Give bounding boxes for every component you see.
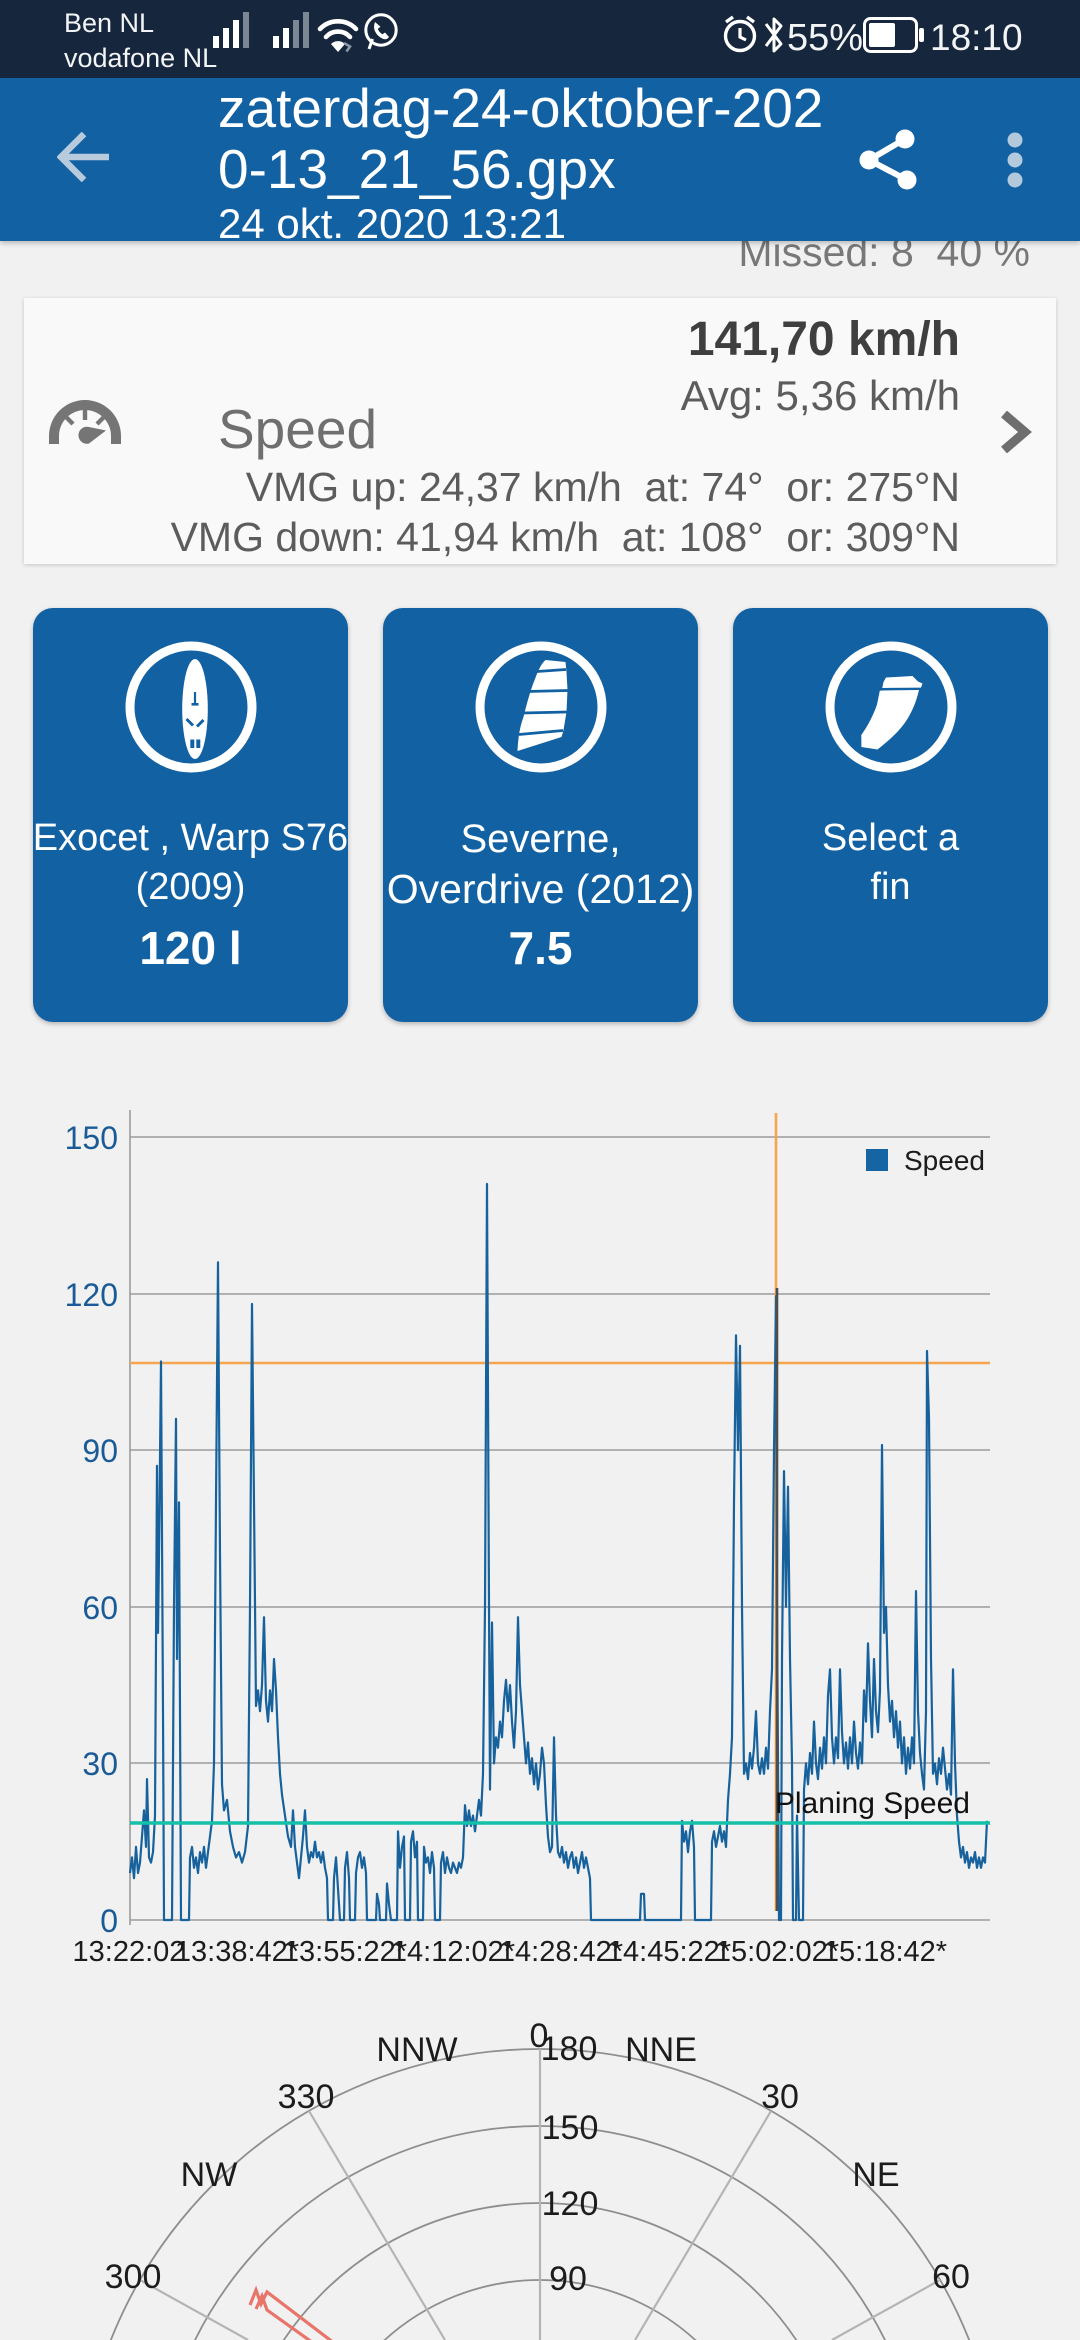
svg-text:330: 330: [278, 2078, 335, 2116]
svg-text:300: 300: [105, 2258, 162, 2296]
svg-text:14:28:42*: 14:28:42*: [499, 1936, 623, 1968]
svg-text:NNE: NNE: [625, 2031, 697, 2069]
svg-text:0: 0: [530, 2017, 549, 2055]
svg-text:NW: NW: [181, 2156, 238, 2194]
svg-text:14:12:02*: 14:12:02*: [391, 1936, 515, 1968]
svg-text:150: 150: [65, 1120, 118, 1156]
svg-text:NE: NE: [852, 2156, 899, 2194]
svg-text:Planing Speed: Planing Speed: [775, 1787, 970, 1820]
svg-text:60: 60: [82, 1590, 118, 1626]
svg-text:120: 120: [65, 1277, 118, 1313]
svg-text:13:38:42*: 13:38:42*: [175, 1936, 299, 1968]
svg-text:Speed: Speed: [904, 1145, 985, 1176]
svg-text:30: 30: [82, 1746, 118, 1782]
svg-text:120: 120: [542, 2185, 599, 2223]
svg-text:180: 180: [541, 2030, 598, 2068]
svg-text:90: 90: [549, 2260, 587, 2298]
svg-text:15:02:02*: 15:02:02*: [715, 1936, 839, 1968]
svg-text:150: 150: [542, 2109, 599, 2147]
svg-text:NNW: NNW: [376, 2031, 457, 2069]
svg-text:14:45:22*: 14:45:22*: [607, 1936, 731, 1968]
svg-text:0: 0: [100, 1903, 118, 1939]
svg-text:15:18:42*: 15:18:42*: [823, 1936, 947, 1968]
svg-text:13:22:02: 13:22:02: [73, 1936, 186, 1968]
svg-text:30: 30: [761, 2078, 799, 2116]
svg-text:90: 90: [82, 1433, 118, 1469]
svg-text:60: 60: [932, 2258, 970, 2296]
svg-text:13:55:22*: 13:55:22*: [283, 1936, 407, 1968]
